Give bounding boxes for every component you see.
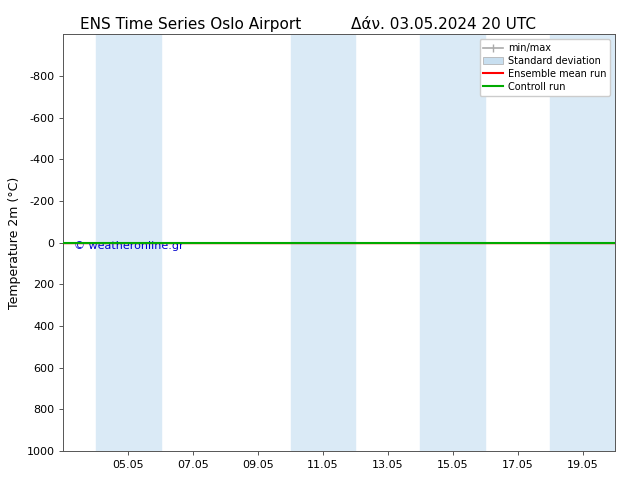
Text: © weatheronline.gr: © weatheronline.gr — [74, 241, 184, 251]
Legend: min/max, Standard deviation, Ensemble mean run, Controll run: min/max, Standard deviation, Ensemble me… — [479, 39, 610, 96]
Y-axis label: Temperature 2m (°C): Temperature 2m (°C) — [8, 176, 21, 309]
Bar — [550, 34, 615, 451]
Bar — [420, 34, 485, 451]
Text: Δάν. 03.05.2024 20 UTC: Δάν. 03.05.2024 20 UTC — [351, 17, 536, 32]
Text: ENS Time Series Oslo Airport: ENS Time Series Oslo Airport — [80, 17, 301, 32]
Bar — [615, 34, 634, 451]
Bar — [290, 34, 356, 451]
Bar — [96, 34, 161, 451]
